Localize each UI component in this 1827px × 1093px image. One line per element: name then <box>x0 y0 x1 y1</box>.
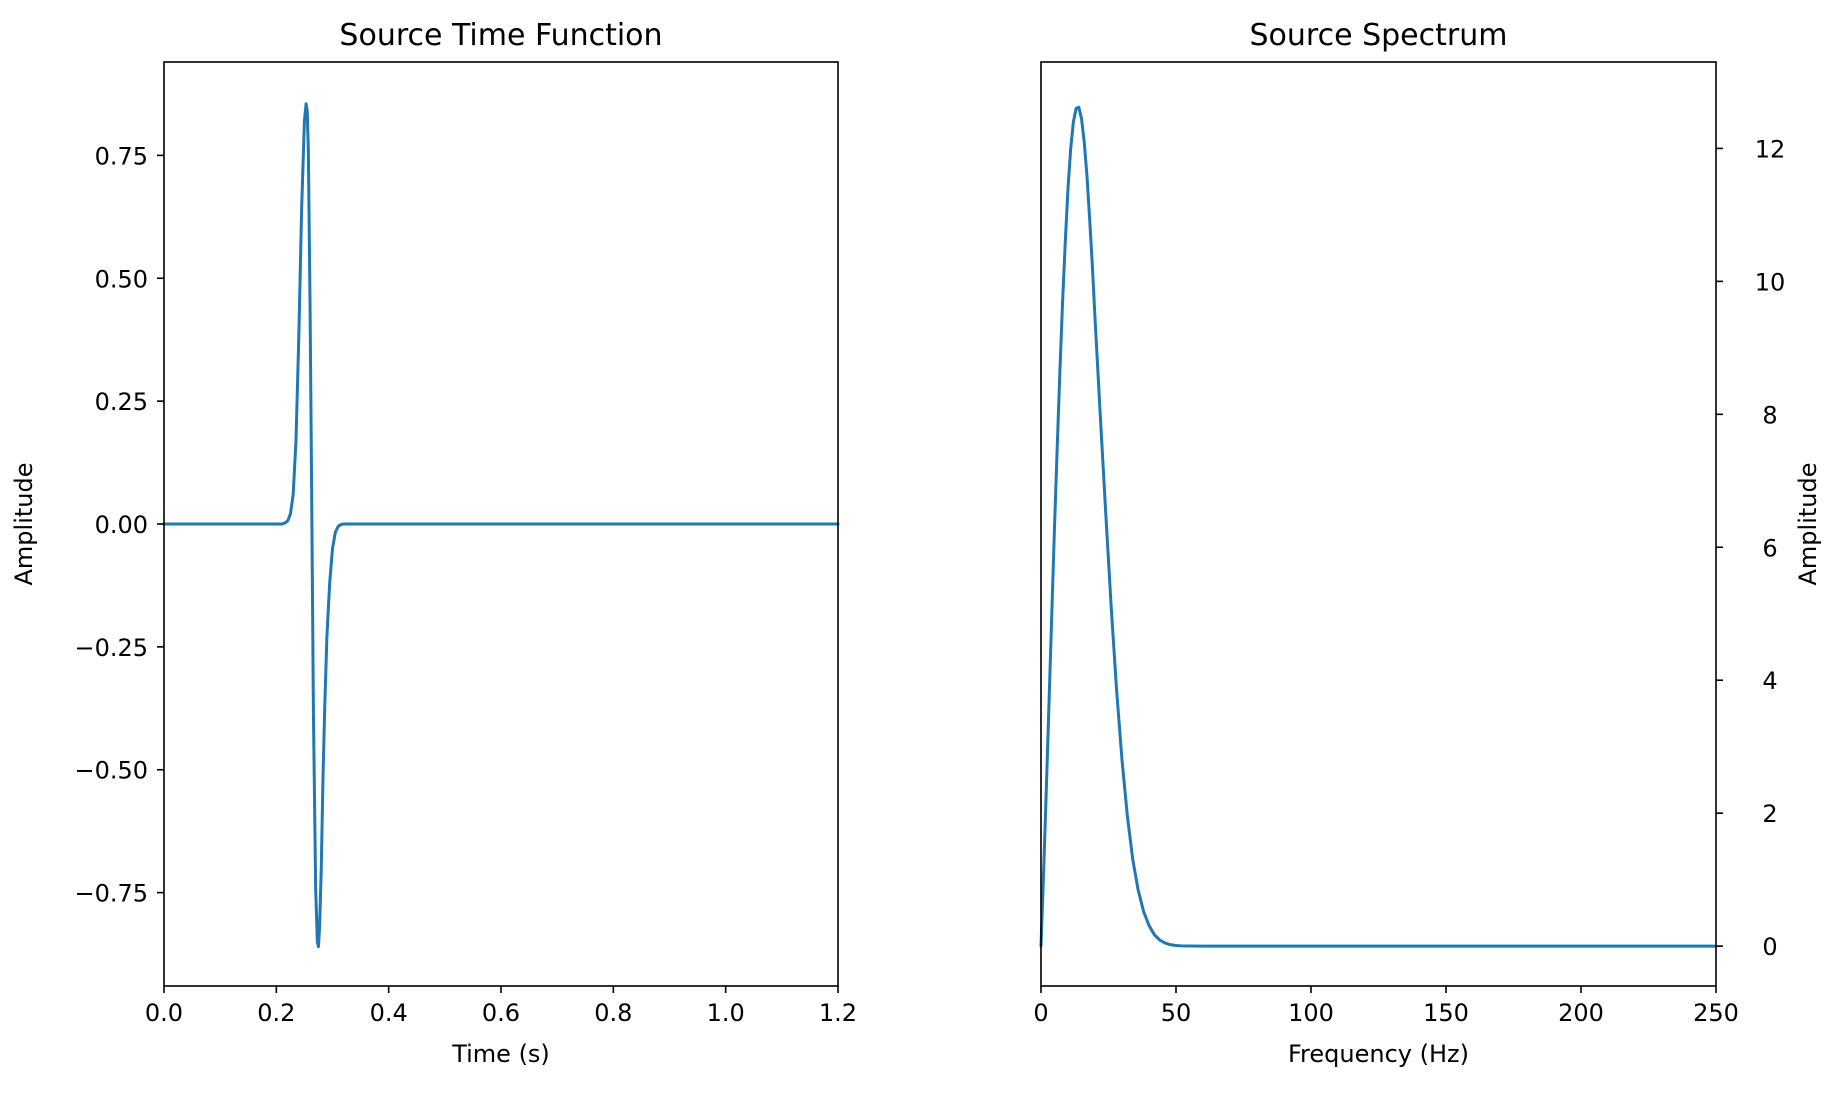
spectrum-x-tick-label: 200 <box>1558 999 1604 1027</box>
time-y-axis-label: Amplitude <box>10 463 38 586</box>
spectrum-y-tick-label: 0 <box>1762 933 1777 961</box>
time-x-tick-label: 1.2 <box>819 999 857 1027</box>
spectrum-series-line-0 <box>1039 105 1718 948</box>
spectrum-x-tick-label: 0 <box>1033 999 1048 1027</box>
spectrum-x-tick-label: 100 <box>1288 999 1334 1027</box>
spectrum-panel: 0 50 100 150 200 250 0 2 4 6 8 10 12 Source Spectrum F… <box>1033 18 1822 1068</box>
time-x-tick-label: 0.2 <box>257 999 295 1027</box>
time-y-tick-label: 0.25 <box>95 388 148 416</box>
spectrum-x-tick-label: 50 <box>1161 999 1192 1027</box>
time-x-tick-label: 0.0 <box>145 999 183 1027</box>
time-x-tick-label: 0.6 <box>482 999 520 1027</box>
spectrum-y-tick-label: 6 <box>1762 534 1777 562</box>
time-x-tick-label: 0.4 <box>370 999 408 1027</box>
spectrum-y-axis-label: Amplitude <box>1794 463 1822 586</box>
time-series-line-0 <box>162 102 840 949</box>
time-x-axis-label: Time (s) <box>451 1040 550 1068</box>
time-y-tick-label: 0.00 <box>95 511 148 539</box>
spectrum-y-tick-label: 10 <box>1755 268 1786 296</box>
time-y-tick-label: −0.50 <box>74 757 148 785</box>
spectrum-chart-title: Source Spectrum <box>1250 18 1508 53</box>
time-y-tick-label: 0.50 <box>95 265 148 293</box>
spectrum-y-tick-label: 2 <box>1762 800 1777 828</box>
spectrum-y-tick-label: 12 <box>1755 135 1786 163</box>
time-function-panel: 0.0 0.2 0.4 0.6 0.8 1.0 1.2 −0.75 −0.50 −0.25 0.00… <box>10 18 857 1068</box>
spectrum-plot-frame <box>1040 61 1717 987</box>
time-y-tick-label: 0.75 <box>95 142 148 170</box>
time-y-tick-label: −0.75 <box>74 880 148 908</box>
spectrum-x-tick-label: 150 <box>1423 999 1469 1027</box>
spectrum-y-tick-label: 4 <box>1762 667 1777 695</box>
spectrum-x-axis-label: Frequency (Hz) <box>1288 1040 1469 1068</box>
time-x-tick-label: 1.0 <box>707 999 745 1027</box>
spectrum-y-tick-label: 8 <box>1762 401 1777 429</box>
spectrum-x-tick-label: 250 <box>1693 999 1739 1027</box>
time-chart-title: Source Time Function <box>339 18 662 53</box>
time-x-tick-label: 0.8 <box>594 999 632 1027</box>
time-y-tick-label: −0.25 <box>74 634 148 662</box>
